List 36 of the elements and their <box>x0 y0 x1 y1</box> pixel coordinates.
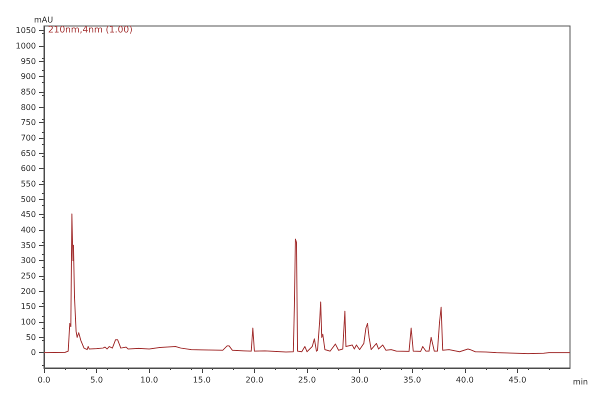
y-tick-label: 200 <box>20 286 36 296</box>
x-axis-title: min <box>572 378 588 386</box>
x-tick-label: 45.0 <box>508 376 526 384</box>
line-series <box>44 214 570 354</box>
y-tick-label: 550 <box>20 179 36 188</box>
annotation: 210nm,4nm (1.00) <box>48 26 133 36</box>
y-tick-label: 800 <box>20 102 36 112</box>
y-tick-label: 300 <box>20 256 36 266</box>
y-axis-title: mAU <box>34 16 54 24</box>
y-tick-label: 950 <box>20 56 36 66</box>
y-tick-label: 100 <box>20 317 36 326</box>
y-tick-label: 250 <box>20 271 36 280</box>
y-tick-label: 900 <box>20 72 36 82</box>
x-tick-label: 40.0 <box>456 376 474 384</box>
y-tick-label: 0 <box>30 348 36 358</box>
y-tick-label: 650 <box>20 148 36 158</box>
y-tick-label: 1000 <box>16 41 36 50</box>
y-tick-label: 850 <box>20 87 36 96</box>
x-tick-label: 5.0 <box>90 376 103 384</box>
y-tick-label: 600 <box>20 164 36 174</box>
x-tick-label: 25.0 <box>298 376 316 384</box>
x-tick-label: 15.0 <box>192 376 211 384</box>
y-tick-label: 450 <box>20 210 36 220</box>
y-tick-label: 1050 <box>16 26 36 36</box>
x-tick-label: 35.0 <box>403 376 422 384</box>
x-tick-label: 0.0 <box>38 376 50 384</box>
x-tick-label: 10.0 <box>140 376 158 384</box>
y-tick-label: 700 <box>20 133 36 142</box>
y-tick-label: 750 <box>20 118 36 128</box>
y-tick-label: 150 <box>20 302 36 312</box>
y-tick-label: 400 <box>20 225 36 234</box>
x-tick-label: 30.0 <box>350 376 369 384</box>
y-tick-label: 50 <box>26 332 36 342</box>
x-tick-label: 20.0 <box>245 376 264 384</box>
y-tick-label: 350 <box>20 240 36 250</box>
y-tick-label: 500 <box>20 194 36 204</box>
